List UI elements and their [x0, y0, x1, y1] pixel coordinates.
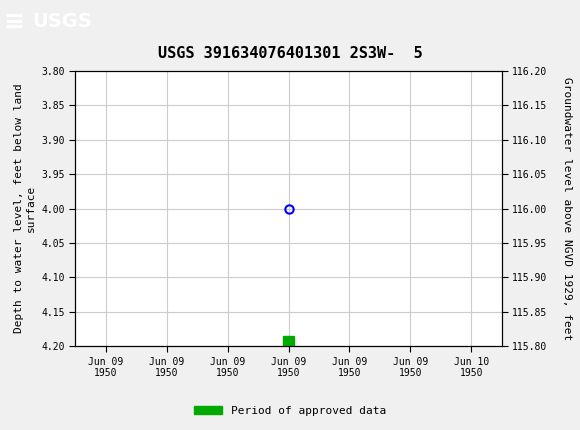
Text: USGS 391634076401301 2S3W-  5: USGS 391634076401301 2S3W- 5	[158, 46, 422, 61]
Y-axis label: Groundwater level above NGVD 1929, feet: Groundwater level above NGVD 1929, feet	[562, 77, 572, 340]
Text: USGS: USGS	[32, 12, 92, 31]
Legend: Period of approved data: Period of approved data	[190, 401, 390, 420]
Text: ≡: ≡	[3, 9, 24, 34]
Y-axis label: Depth to water level, feet below land
surface: Depth to water level, feet below land su…	[14, 84, 36, 333]
Bar	[283, 336, 294, 347]
